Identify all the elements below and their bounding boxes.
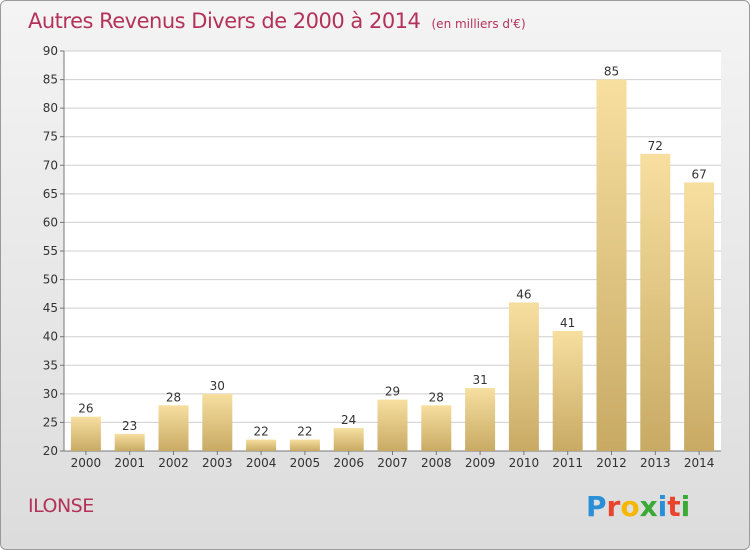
- bar: [289, 439, 320, 451]
- x-tick-label: 2004: [246, 456, 277, 470]
- bar-value-label: 28: [429, 390, 444, 404]
- x-tick-label: 2011: [552, 456, 583, 470]
- bar: [377, 399, 408, 451]
- y-tick-label: 65: [43, 187, 58, 201]
- place-name: ILONSE: [28, 495, 94, 517]
- y-tick-label: 90: [43, 44, 58, 58]
- bar: [158, 405, 189, 451]
- x-tick-label: 2014: [684, 456, 715, 470]
- bar-value-label: 31: [472, 373, 487, 387]
- brand-letter: r: [606, 490, 621, 523]
- x-tick-label: 2008: [421, 456, 452, 470]
- bar-value-label: 30: [210, 379, 225, 393]
- y-tick-label: 75: [43, 130, 58, 144]
- chart-title: Autres Revenus Divers de 2000 à 2014: [28, 9, 421, 33]
- brand-letter: P: [586, 490, 607, 523]
- title-line: Autres Revenus Divers de 2000 à 2014 (en…: [28, 9, 526, 33]
- x-tick-label: 2003: [202, 456, 233, 470]
- brand-letter: x: [639, 490, 658, 523]
- brand-letter: i: [680, 490, 691, 523]
- y-tick-label: 25: [43, 415, 58, 429]
- bar-value-label: 22: [297, 425, 312, 439]
- bar-value-label: 85: [604, 65, 619, 79]
- bar: [640, 153, 671, 451]
- brand-letter: t: [667, 490, 681, 523]
- bar-value-label: 22: [253, 425, 268, 439]
- x-tick-label: 2005: [290, 456, 321, 470]
- y-tick-label: 85: [43, 73, 58, 87]
- y-tick-label: 45: [43, 301, 58, 315]
- y-tick-label: 30: [43, 387, 58, 401]
- chart-unit: (en milliers d'€): [431, 17, 526, 31]
- bar-value-label: 41: [560, 316, 575, 330]
- bar: [421, 405, 452, 451]
- bar-value-label: 72: [648, 139, 663, 153]
- bar: [552, 331, 583, 451]
- bar: [465, 388, 496, 451]
- x-tick-label: 2009: [465, 456, 496, 470]
- bar-value-label: 26: [78, 402, 93, 416]
- bar-value-label: 24: [341, 413, 356, 427]
- x-tick-label: 2013: [640, 456, 671, 470]
- bar: [114, 433, 145, 451]
- brand-letter: i: [657, 490, 668, 523]
- y-tick-label: 40: [43, 330, 58, 344]
- x-tick-label: 2000: [71, 456, 102, 470]
- bar-value-label: 29: [385, 385, 400, 399]
- y-tick-label: 80: [43, 101, 58, 115]
- y-tick-label: 55: [43, 244, 58, 258]
- y-tick-label: 70: [43, 158, 58, 172]
- bar: [684, 182, 715, 451]
- brand-logo: Proxiti: [586, 490, 690, 523]
- y-tick-label: 35: [43, 358, 58, 372]
- bar: [596, 79, 627, 452]
- bar: [246, 439, 277, 451]
- x-tick-label: 2001: [114, 456, 145, 470]
- bar-value-label: 23: [122, 419, 137, 433]
- bar: [333, 428, 364, 451]
- brand-letter: o: [620, 490, 640, 523]
- x-tick-label: 2012: [596, 456, 627, 470]
- x-tick-label: 2007: [377, 456, 408, 470]
- y-tick-label: 60: [43, 215, 58, 229]
- bar-value-label: 67: [691, 167, 706, 181]
- x-tick-label: 2006: [333, 456, 364, 470]
- bar: [202, 393, 233, 451]
- bar: [70, 416, 101, 451]
- x-tick-label: 2002: [158, 456, 189, 470]
- bar-value-label: 28: [166, 390, 181, 404]
- y-tick-label: 50: [43, 273, 58, 287]
- bar-value-label: 46: [516, 287, 531, 301]
- bar: [508, 302, 539, 451]
- y-tick-label: 20: [43, 444, 58, 458]
- x-tick-label: 2010: [509, 456, 540, 470]
